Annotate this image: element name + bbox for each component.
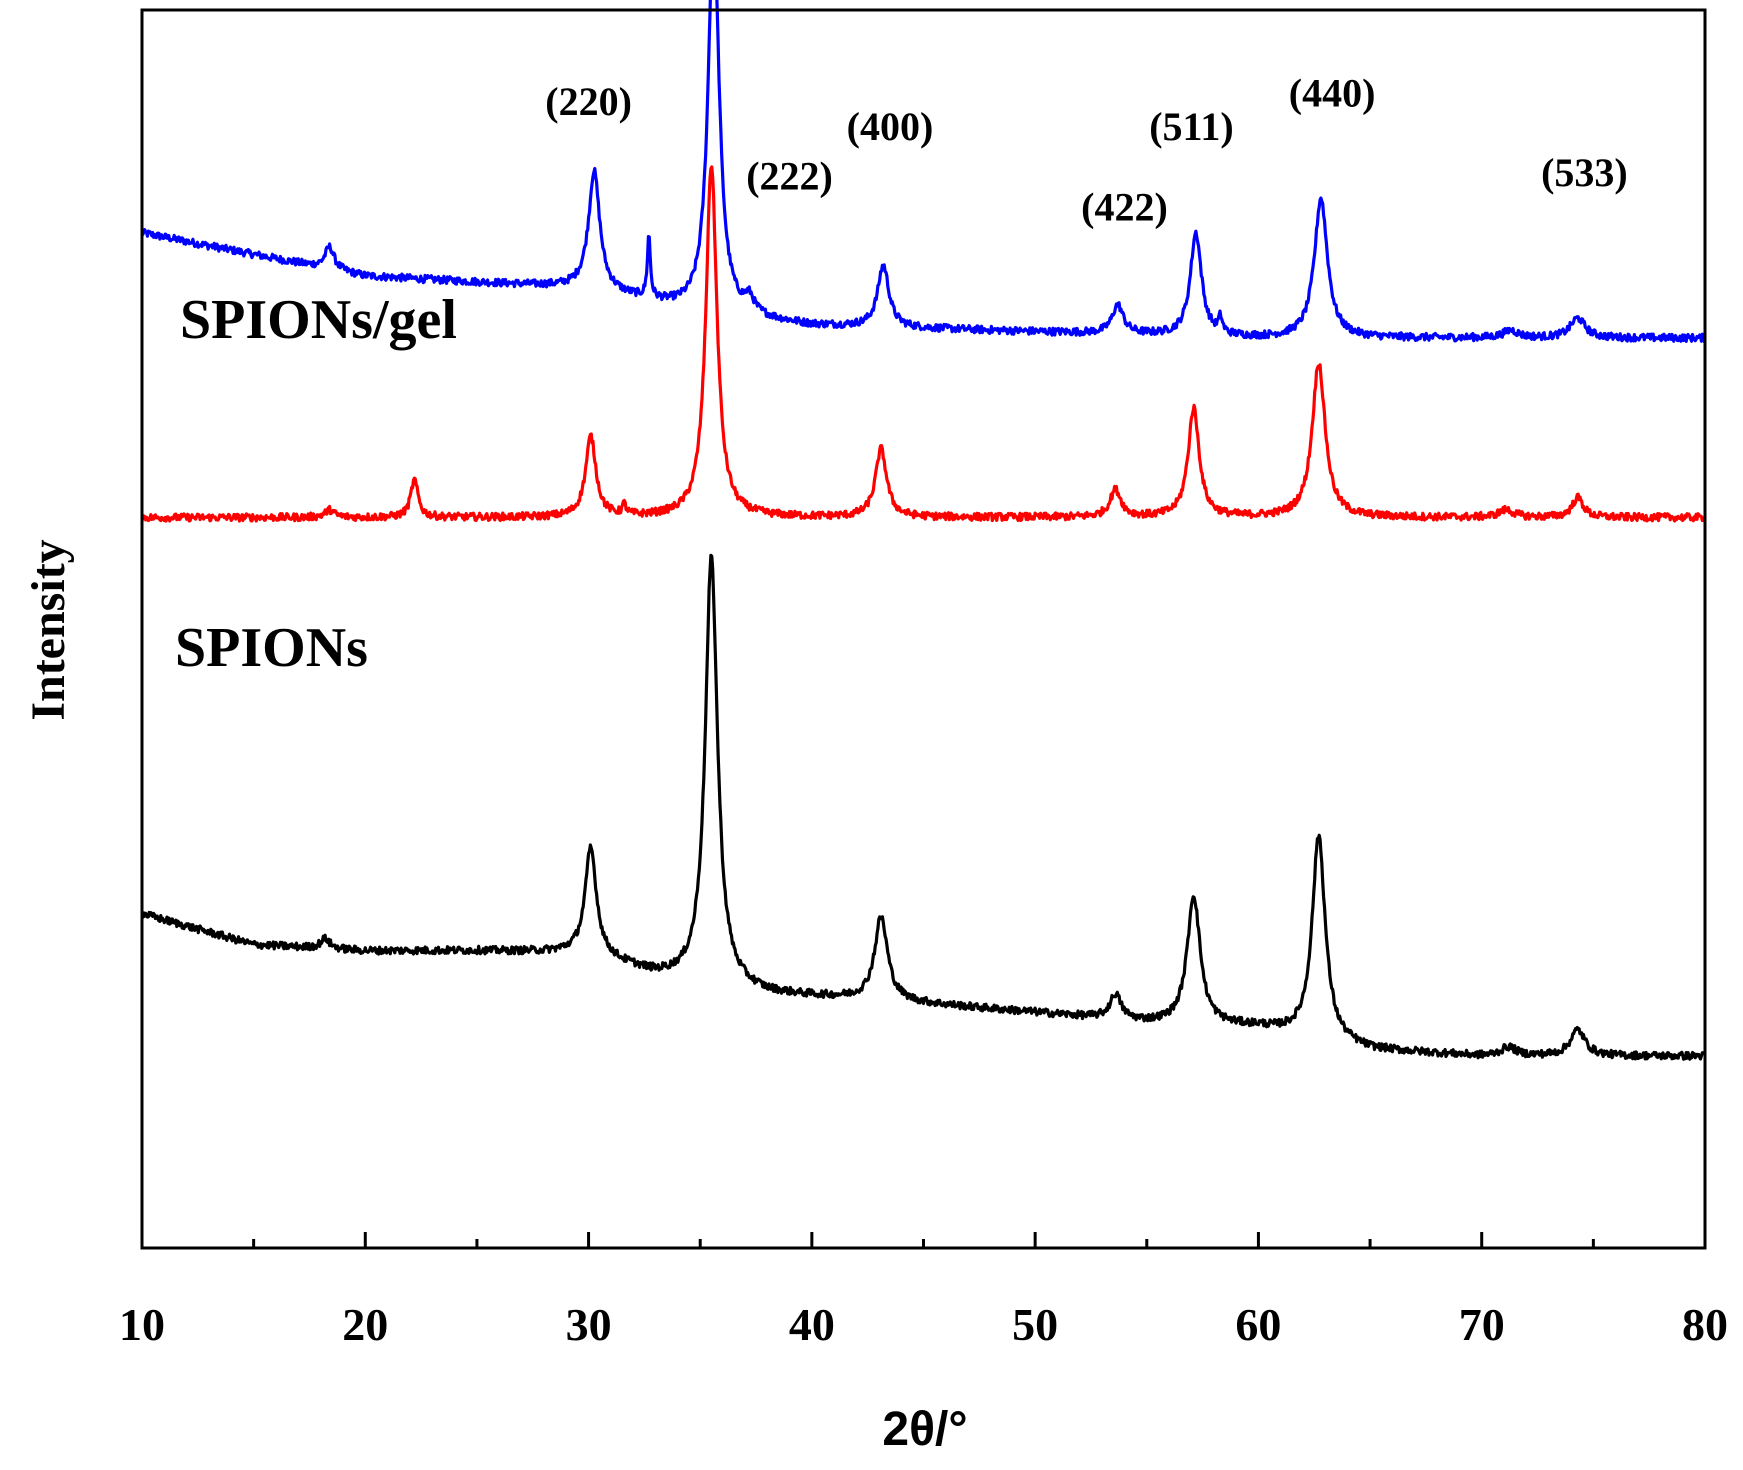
x-axis-title: 2θ/°	[882, 1403, 967, 1456]
peak-annotation: (440)	[1289, 71, 1376, 116]
x-tick-label: 80	[1682, 1299, 1728, 1350]
x-tick-label: 10	[119, 1299, 165, 1350]
peak-annotation: (533)	[1541, 150, 1628, 195]
x-tick-label: 30	[566, 1299, 612, 1350]
plot-frame	[140, 8, 1707, 1250]
axes-layer: 10 20 30 40 50 60 70 80 2θ/° Intensity	[22, 8, 1728, 1456]
x-tick-label: 60	[1235, 1299, 1281, 1350]
peak-annotation: (220)	[545, 79, 632, 124]
series-line-0	[140, 0, 1707, 343]
series-line-2	[140, 553, 1707, 1061]
series-label-1: SPIONs/gel	[180, 289, 457, 351]
x-tick-label: 20	[342, 1299, 388, 1350]
peak-annotation: (400)	[847, 104, 934, 149]
labels-layer: SPIONs/gel/PVASPIONs/gelSPIONs(220)(311)…	[175, 71, 1628, 680]
y-axis-title: Intensity	[22, 539, 75, 720]
x-tick-label: 70	[1459, 1299, 1505, 1350]
series-label-2: SPIONs	[175, 617, 368, 679]
x-tick-label: 40	[789, 1299, 835, 1350]
peak-annotation: (222)	[746, 154, 833, 199]
peak-annotation: (422)	[1081, 184, 1168, 229]
series-line-1	[140, 165, 1707, 523]
x-tick-label: 50	[1012, 1299, 1058, 1350]
peak-annotation: (511)	[1149, 104, 1233, 149]
series-layer	[140, 0, 1707, 1061]
